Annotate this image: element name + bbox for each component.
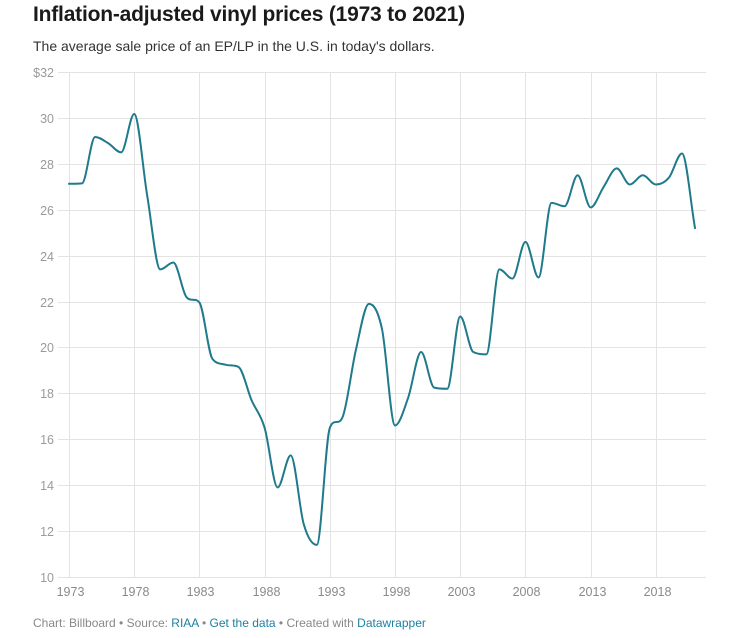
x-tick-label: 2013 (579, 585, 607, 599)
x-tick-label: 1988 (253, 585, 281, 599)
chart-footer: Chart: Billboard • Source: RIAA • Get th… (33, 616, 426, 630)
x-tick-label: 2018 (644, 585, 672, 599)
x-tick-label: 1993 (318, 585, 346, 599)
y-tick-label: 16 (40, 433, 54, 447)
y-tick-label: 22 (40, 296, 54, 310)
chart-credit: Chart: Billboard (33, 616, 116, 630)
y-tick-label: 14 (40, 479, 54, 493)
y-axis-labels: 10 12 14 16 18 20 22 24 26 28 30 $32 (33, 66, 54, 585)
y-gridlines (58, 72, 706, 578)
y-tick-label: 30 (40, 112, 54, 126)
separator: • (115, 616, 127, 630)
separator: • (198, 616, 210, 630)
x-axis-labels: 1973 1978 1983 1988 1993 1998 2003 2008 2013 2018 (57, 585, 672, 599)
created-with-label: Created with (286, 616, 358, 630)
x-tick-label: 1983 (187, 585, 215, 599)
y-tick-label: $32 (33, 66, 54, 80)
separator: • (275, 616, 287, 630)
x-tick-label: 2008 (513, 585, 541, 599)
x-tick-label: 1978 (122, 585, 150, 599)
x-tick-label: 1998 (383, 585, 411, 599)
x-tick-label: 2003 (448, 585, 476, 599)
y-tick-label: 12 (40, 525, 54, 539)
get-data-link[interactable]: Get the data (209, 616, 276, 630)
y-tick-label: 28 (40, 158, 54, 172)
x-gridlines (69, 72, 657, 577)
y-tick-label: 10 (40, 571, 54, 585)
x-tick-label: 1973 (57, 585, 85, 599)
source-label: Source: (126, 616, 172, 630)
y-tick-label: 24 (40, 250, 54, 264)
chart-subtitle: The average sale price of an EP/LP in th… (33, 38, 435, 54)
datawrapper-link[interactable]: Datawrapper (357, 616, 426, 630)
y-tick-label: 26 (40, 204, 54, 218)
series-line (68, 113, 696, 546)
series-group (68, 113, 696, 546)
chart-title: Inflation-adjusted vinyl prices (1973 to… (33, 3, 465, 26)
source-link[interactable]: RIAA (171, 616, 199, 630)
y-tick-label: 18 (40, 387, 54, 401)
y-tick-label: 20 (40, 341, 54, 355)
